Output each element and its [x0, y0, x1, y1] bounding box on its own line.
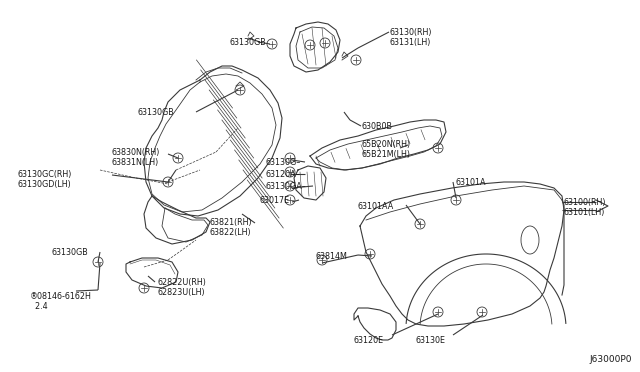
- Text: 63101(LH): 63101(LH): [564, 208, 605, 217]
- Text: 63130E: 63130E: [415, 336, 445, 345]
- Text: 62823U(LH): 62823U(LH): [158, 288, 205, 297]
- Text: 63120E: 63120E: [353, 336, 383, 345]
- Text: 65B20N(RH): 65B20N(RH): [362, 140, 411, 149]
- Text: 63130GB: 63130GB: [138, 108, 175, 117]
- Text: 63822(LH): 63822(LH): [210, 228, 252, 237]
- Text: 63130GC(RH): 63130GC(RH): [18, 170, 72, 179]
- Text: 63130GA–: 63130GA–: [265, 182, 306, 191]
- Text: 63831N(LH): 63831N(LH): [112, 158, 159, 167]
- Text: 63131(LH): 63131(LH): [390, 38, 431, 47]
- Text: 2.4: 2.4: [30, 302, 47, 311]
- Text: 63814M: 63814M: [316, 252, 348, 261]
- Text: 63100(RH): 63100(RH): [564, 198, 607, 207]
- Text: 63830N(RH): 63830N(RH): [112, 148, 161, 157]
- Text: ®08146-6162H: ®08146-6162H: [30, 292, 92, 301]
- Text: 63130GB: 63130GB: [52, 248, 89, 257]
- Text: 63120A–: 63120A–: [265, 170, 300, 179]
- Text: 63821(RH): 63821(RH): [210, 218, 253, 227]
- Text: J63000P0: J63000P0: [589, 355, 632, 364]
- Text: 63101A: 63101A: [455, 178, 486, 187]
- Text: 630B0B: 630B0B: [362, 122, 393, 131]
- Text: 63130GD(LH): 63130GD(LH): [18, 180, 72, 189]
- Text: 63101AA: 63101AA: [358, 202, 394, 211]
- Text: 63130(RH): 63130(RH): [390, 28, 433, 37]
- Text: 63130GB: 63130GB: [230, 38, 267, 47]
- Text: 62822U(RH): 62822U(RH): [158, 278, 207, 287]
- Text: 63130G–: 63130G–: [265, 158, 300, 167]
- Text: 63017E: 63017E: [260, 196, 290, 205]
- Text: 65B21M(LH): 65B21M(LH): [362, 150, 411, 159]
